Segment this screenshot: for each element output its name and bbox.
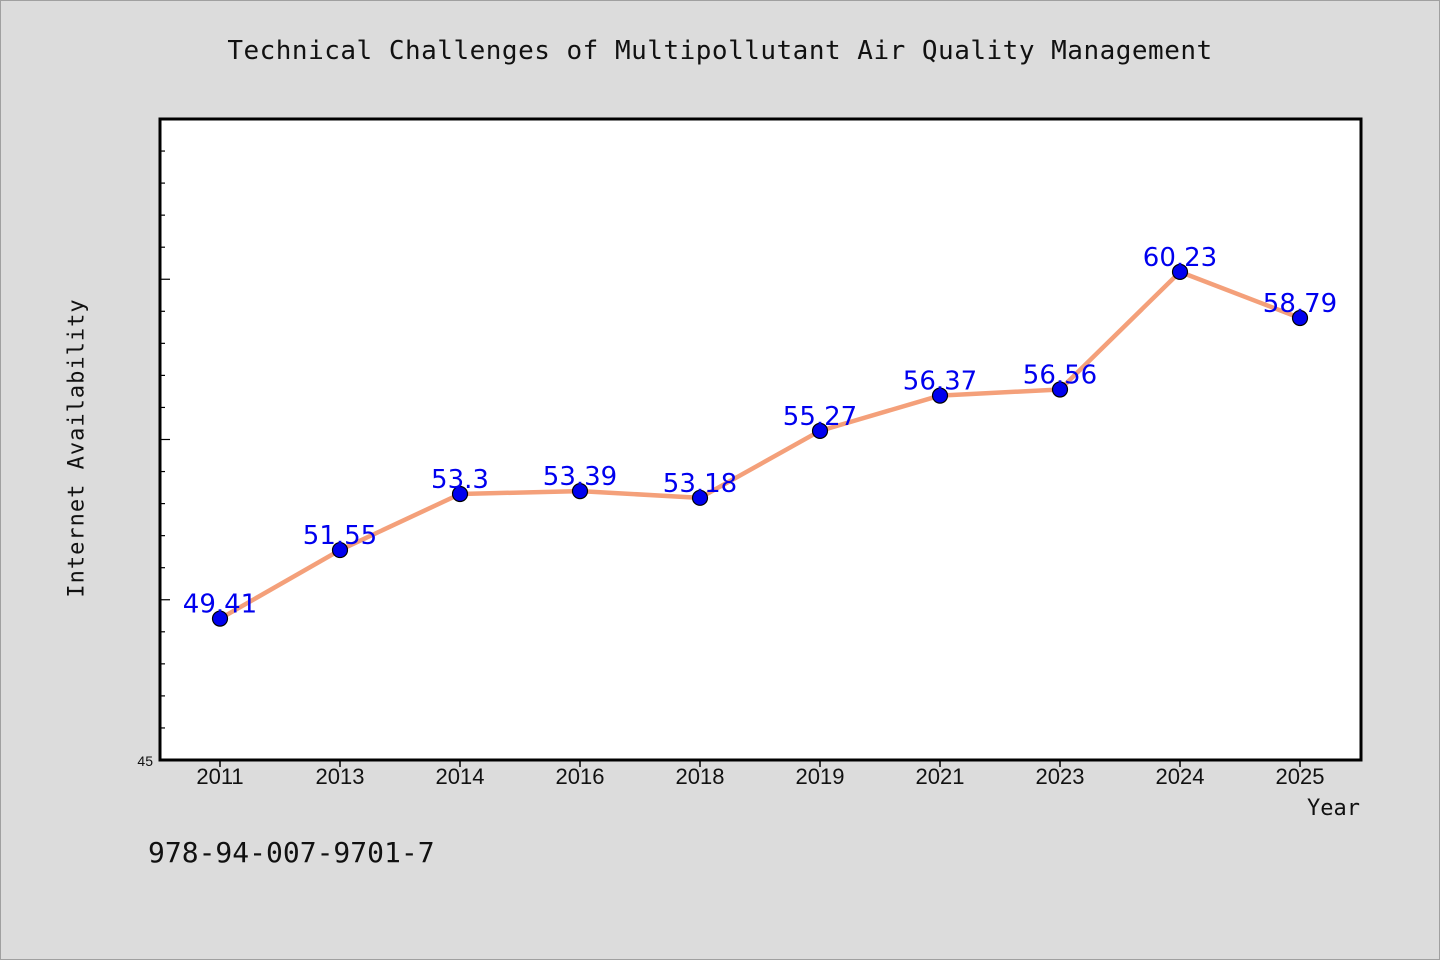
x-tick-label: 2023 xyxy=(1036,764,1085,789)
x-tick-label: 2024 xyxy=(1156,764,1205,789)
data-point-marker xyxy=(691,489,709,506)
x-tick-label: 2019 xyxy=(796,764,845,789)
data-point-marker xyxy=(451,485,469,503)
data-label: 55.27 xyxy=(783,402,857,432)
data-point-marker xyxy=(931,387,949,404)
marker-layer xyxy=(211,263,1309,627)
x-axis-ticks: 2011 2013 2014 2016 2018 2019 2021 2023 2024 2025 xyxy=(196,760,1324,789)
plot-area xyxy=(158,117,1363,762)
x-tick-label: 2014 xyxy=(436,764,485,789)
data-label: 49.41 xyxy=(183,590,257,620)
data-point-marker xyxy=(1171,263,1189,280)
data-label: 53.39 xyxy=(543,462,617,492)
data-label: 56.37 xyxy=(903,367,977,397)
x-tick-label: 2025 xyxy=(1276,764,1325,789)
y-axis-ticks xyxy=(160,150,170,729)
data-label: 56.56 xyxy=(1023,361,1097,391)
data-label: 53.3 xyxy=(431,465,489,495)
data-point-marker xyxy=(811,422,829,439)
data-label-layer: 49.41 51.55 53.3 53.39 53.18 55.27 56.37 56.56 6… xyxy=(183,243,1337,620)
data-label: 51.55 xyxy=(303,521,377,551)
y-tick-label-min: 45 xyxy=(137,753,153,769)
data-point-marker xyxy=(571,483,589,500)
series-layer xyxy=(217,269,1303,621)
x-axis-label: Year xyxy=(1307,796,1360,821)
x-tick-label: 2011 xyxy=(196,764,243,789)
x-tick-label: 2013 xyxy=(316,764,365,789)
data-point-marker xyxy=(331,541,349,559)
x-tick-label: 2021 xyxy=(916,764,965,789)
x-tick-label: 2016 xyxy=(556,764,605,789)
data-label: 58.79 xyxy=(1263,289,1337,319)
data-label: 60.23 xyxy=(1143,243,1217,273)
data-point-marker xyxy=(1051,381,1069,398)
series-line xyxy=(217,269,1303,621)
data-label: 53.18 xyxy=(663,469,737,499)
data-point-marker xyxy=(1291,309,1309,327)
x-tick-label: 2018 xyxy=(676,764,725,789)
isbn-footnote: 978-94-007-9701-7 xyxy=(148,836,435,869)
data-point-marker xyxy=(211,610,229,627)
chart-title: Technical Challenges of Multipollutant A… xyxy=(227,36,1213,66)
